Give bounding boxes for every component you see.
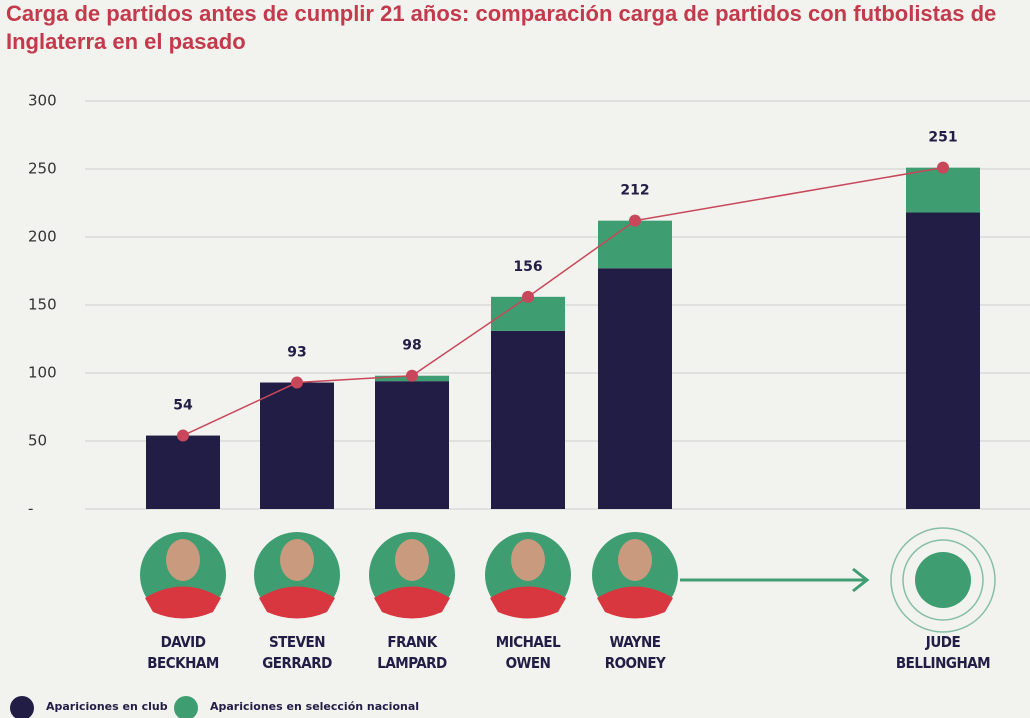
- player-shirt: [145, 586, 221, 619]
- player-shirt: [490, 586, 566, 619]
- player-head: [166, 539, 200, 581]
- player-shirt: [259, 586, 335, 619]
- y-tick-label: 150: [28, 296, 57, 314]
- category-label: FRANK LAMPARD: [377, 633, 447, 672]
- player-shirt: [374, 586, 450, 619]
- legend-label: Apariciones en club: [46, 700, 168, 713]
- category-label: JUDE BELLINGHAM: [895, 633, 991, 672]
- y-tick-label: -: [28, 500, 33, 518]
- player-head: [618, 539, 652, 581]
- total-point: [937, 161, 949, 174]
- player-head: [395, 539, 429, 581]
- total-line: [182, 166, 944, 437]
- value-label: 251: [928, 130, 957, 146]
- category-label: MICHAEL OWEN: [495, 633, 561, 672]
- bar-segment: [375, 381, 449, 509]
- badge-ring: [890, 527, 996, 633]
- bar-segment: [906, 167, 980, 213]
- total-point: [406, 369, 418, 382]
- y-tick-label: 250: [28, 160, 57, 178]
- y-tick-label: 100: [28, 364, 57, 382]
- total-point: [522, 290, 534, 303]
- category-label: DAVID BECKHAM: [147, 633, 219, 672]
- bar-segment: [491, 330, 565, 509]
- value-label: 156: [513, 259, 542, 275]
- arrow-head: [852, 567, 870, 593]
- player-head: [280, 539, 314, 581]
- total-point: [629, 214, 641, 227]
- category-label: WAYNE ROONEY: [604, 633, 666, 672]
- value-label: 93: [287, 345, 306, 361]
- bar-segment: [260, 382, 334, 509]
- value-label: 54: [173, 398, 193, 414]
- chart-title: Carga de partidos antes de cumplir 21 añ…: [6, 1, 997, 54]
- legend-swatch: [174, 696, 198, 718]
- value-label: 98: [402, 338, 421, 354]
- player-head: [511, 539, 545, 581]
- value-label: 212: [620, 183, 649, 199]
- player-shirt: [597, 586, 673, 619]
- badge-ring: [902, 539, 984, 621]
- legend-label: Apariciones en selección nacional: [210, 700, 420, 713]
- total-point: [177, 429, 189, 442]
- total-point: [291, 376, 303, 389]
- y-tick-label: 300: [28, 92, 57, 110]
- bar-segment: [906, 212, 980, 509]
- bar-segment: [598, 268, 672, 509]
- category-label: STEVEN GERRARD: [262, 633, 332, 672]
- legend-swatch: [10, 696, 34, 718]
- bar-segment: [598, 220, 672, 269]
- player-photo: [915, 552, 971, 608]
- y-tick-label: 200: [28, 228, 57, 246]
- bar-segment: [146, 435, 220, 509]
- y-tick-label: 50: [28, 432, 47, 450]
